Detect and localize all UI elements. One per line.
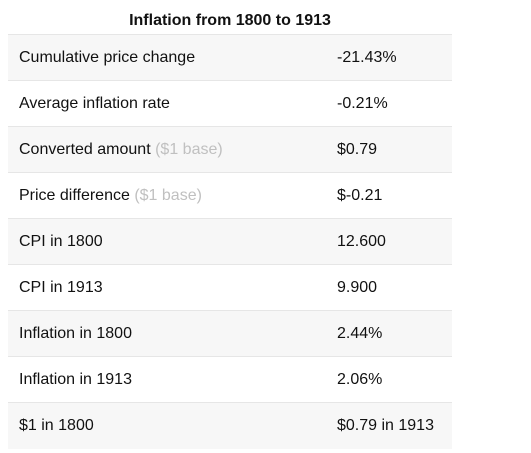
label-text: CPI in 1800 bbox=[19, 232, 103, 250]
table-row: Inflation in 1913 2.06% bbox=[8, 356, 452, 403]
row-label: Converted amount ($1 base) bbox=[8, 126, 326, 173]
row-label: CPI in 1800 bbox=[8, 218, 326, 265]
table-row: Cumulative price change -21.43% bbox=[8, 34, 452, 81]
row-value: 12.600 bbox=[326, 218, 452, 265]
label-text: Average inflation rate bbox=[19, 94, 170, 112]
label-note: ($1 base) bbox=[134, 186, 202, 204]
inflation-table: Cumulative price change -21.43% Average … bbox=[8, 34, 452, 449]
row-label: Inflation in 1800 bbox=[8, 310, 326, 357]
row-value: 9.900 bbox=[326, 264, 452, 311]
table-row: Price difference ($1 base) $-0.21 bbox=[8, 172, 452, 219]
row-value: 2.44% bbox=[326, 310, 452, 357]
label-text: Inflation in 1800 bbox=[19, 324, 132, 342]
table-row: CPI in 1800 12.600 bbox=[8, 218, 452, 265]
row-value: -21.43% bbox=[326, 34, 452, 81]
row-label: Inflation in 1913 bbox=[8, 356, 326, 403]
table-title: Inflation from 1800 to 1913 bbox=[129, 12, 331, 29]
label-text: Cumulative price change bbox=[19, 48, 196, 66]
row-value: $0.79 in 1913 bbox=[326, 402, 452, 449]
row-label: Price difference ($1 base) bbox=[8, 172, 326, 219]
row-value: 2.06% bbox=[326, 356, 452, 403]
row-label: $1 in 1800 bbox=[8, 402, 326, 449]
label-note: ($1 base) bbox=[155, 140, 223, 158]
row-label: Cumulative price change bbox=[8, 34, 326, 81]
table-row: $1 in 1800 $0.79 in 1913 bbox=[8, 402, 452, 449]
table-row: Inflation in 1800 2.44% bbox=[8, 310, 452, 357]
row-value: $0.79 bbox=[326, 126, 452, 173]
row-value: $-0.21 bbox=[326, 172, 452, 219]
table-row: Converted amount ($1 base) $0.79 bbox=[8, 126, 452, 173]
table-row: CPI in 1913 9.900 bbox=[8, 264, 452, 311]
label-text: Price difference bbox=[19, 186, 130, 204]
row-value: -0.21% bbox=[326, 80, 452, 127]
inflation-summary: Inflation from 1800 to 1913 Cumulative p… bbox=[8, 8, 452, 449]
label-text: Inflation in 1913 bbox=[19, 370, 132, 388]
table-row: Average inflation rate -0.21% bbox=[8, 80, 452, 127]
row-label: Average inflation rate bbox=[8, 80, 326, 127]
label-text: Converted amount bbox=[19, 140, 151, 158]
label-text: CPI in 1913 bbox=[19, 278, 103, 296]
row-label: CPI in 1913 bbox=[8, 264, 326, 311]
label-text: $1 in 1800 bbox=[19, 416, 94, 434]
